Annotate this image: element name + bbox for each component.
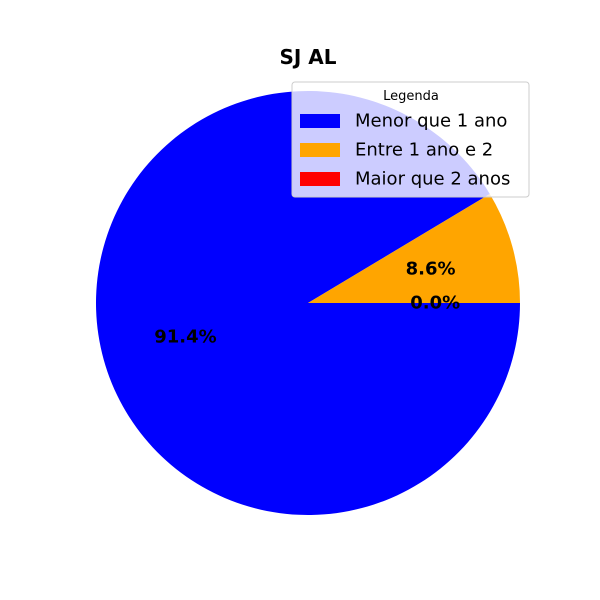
- slice-label-menor-que-1-ano: 91.4%: [154, 326, 216, 347]
- chart-title: SJ AL: [279, 45, 336, 69]
- legend-swatch-entre-1-ano-e-2: [300, 143, 340, 157]
- legend-swatch-maior-que-2-anos: [300, 172, 340, 186]
- legend-label-menor-que-1-ano: Menor que 1 ano: [355, 111, 507, 132]
- legend-swatch-menor-que-1-ano: [300, 114, 340, 128]
- pie-slice-labels: 91.4% 8.6% 0.0%: [154, 259, 460, 348]
- legend-label-maior-que-2-anos: Maior que 2 anos: [355, 169, 510, 190]
- legend-title: Legenda: [383, 89, 439, 104]
- legend-items: Menor que 1 ano Entre 1 ano e 2 Maior que …: [300, 111, 510, 190]
- pie-slice-entre-1-ano-e-2: [308, 193, 520, 303]
- slice-label-maior-que-2-anos: 0.0%: [410, 293, 460, 314]
- legend-box: [291, 81, 530, 198]
- legend: Legenda Menor que 1 ano Entre 1 ano e 2 Ma…: [291, 81, 530, 198]
- slice-label-entre-1-ano-e-2: 8.6%: [406, 259, 456, 280]
- legend-label-entre-1-ano-e-2: Entre 1 ano e 2: [355, 140, 493, 161]
